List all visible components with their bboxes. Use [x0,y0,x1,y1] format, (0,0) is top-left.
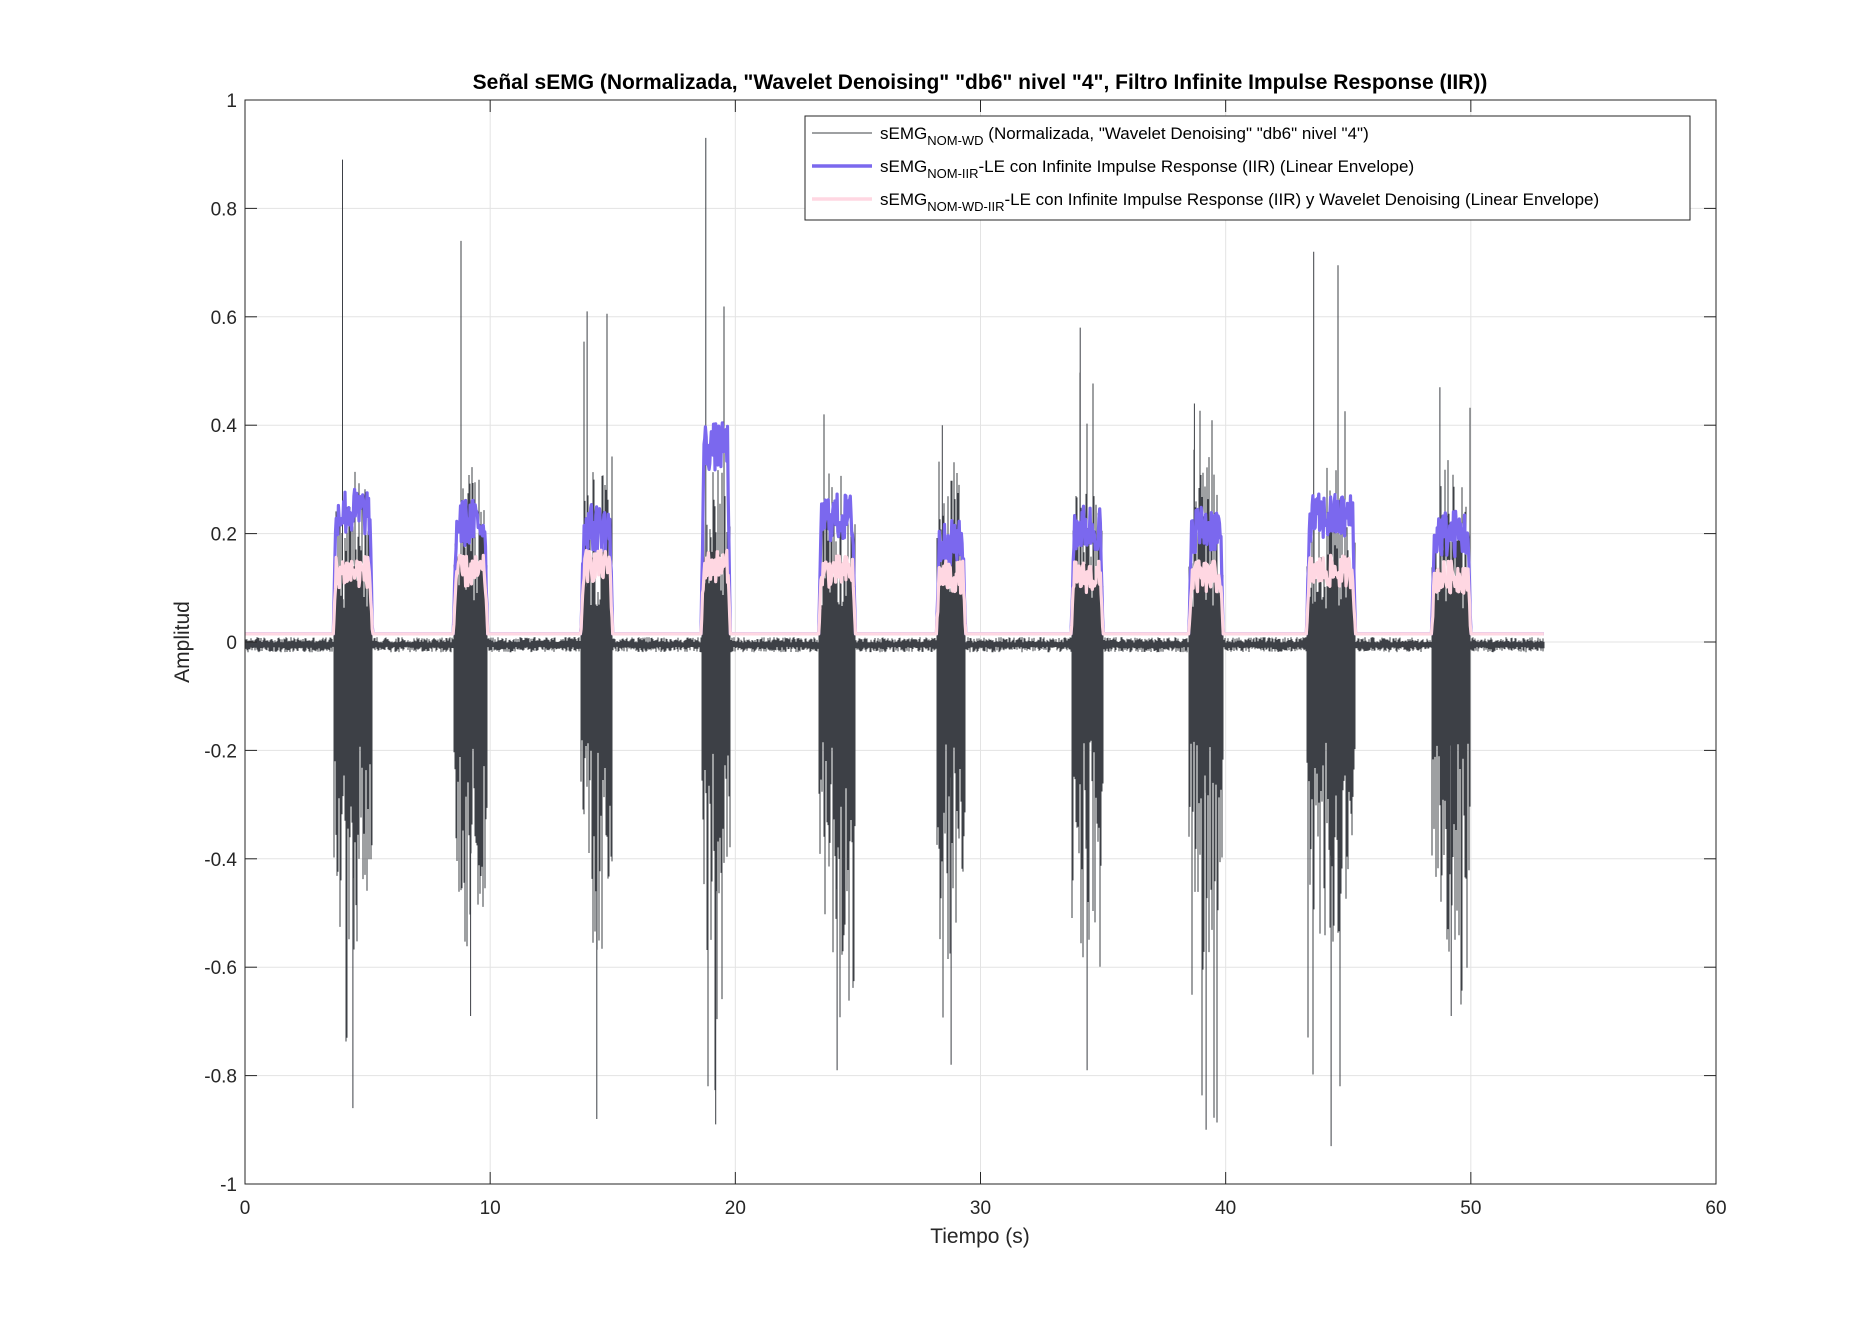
y-tick-label: -0.4 [204,850,237,871]
y-tick-label: -0.6 [204,958,237,979]
x-tick-label: 50 [1460,1198,1481,1219]
envelope-layer [244,421,1545,636]
x-tick-label: 0 [240,1198,251,1219]
y-tick-label: 0 [226,633,237,654]
y-axis-label: Amplitud [171,601,194,683]
envelope-wd-iir-series [244,548,1545,636]
y-tick-label: -0.2 [204,741,237,762]
y-tick-label: 0.8 [211,199,237,220]
x-tick-label: 20 [725,1198,746,1219]
y-tick-label: 0.4 [211,416,238,437]
x-tick-label: 30 [970,1198,991,1219]
y-tick-label: -0.8 [204,1067,237,1088]
y-tick-label: -1 [220,1175,237,1196]
chart-title: Señal sEMG (Normalizada, "Wavelet Denois… [473,71,1488,94]
legend-box [804,115,1691,221]
y-tick-label: 0.2 [211,525,237,546]
y-tick-label: 1 [226,91,237,112]
legend-entry: sEMGNOM-IIR-LE con Infinite Impulse Resp… [880,157,1414,181]
y-tick-label: 0.6 [211,308,237,329]
x-axis-label: Tiempo (s) [930,1225,1030,1248]
x-tick-label: 60 [1705,1198,1726,1219]
tick-labels: 0 10 20 30 40 50 60 -1 -0.8 -0.6 -0.4 -0.2 0 0.2 0.4 0.… [204,91,1726,1219]
legend-entry: sEMGNOM-WD-IIR-LE con Infinite Impulse R… [880,190,1599,214]
legend-entry: sEMGNOM-WD (Normalizada, "Wavelet Denois… [880,124,1369,148]
x-tick-label: 40 [1215,1198,1236,1219]
x-tick-label: 10 [480,1198,501,1219]
legend: sEMGNOM-WD (Normalizada, "Wavelet Denois… [804,115,1691,221]
